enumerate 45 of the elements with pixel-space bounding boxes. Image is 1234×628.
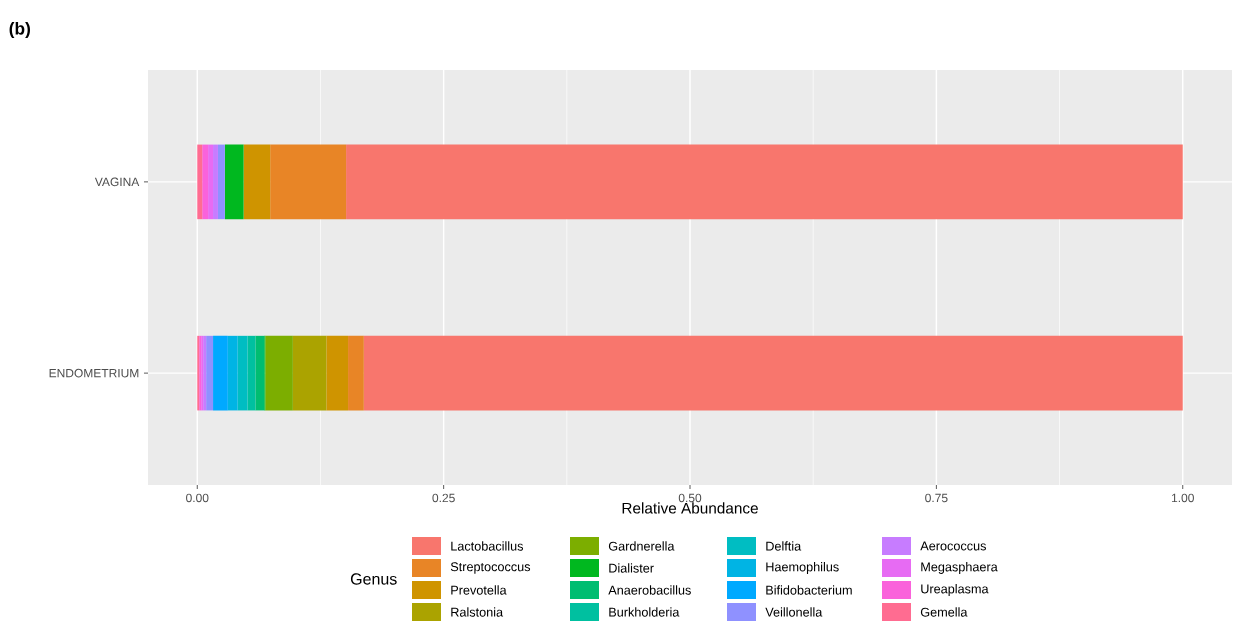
bar [243, 144, 271, 220]
bar [255, 335, 265, 411]
bar [363, 335, 1183, 411]
x-tick-label: 0.75 [925, 493, 948, 503]
legend-label: Streptococcus [450, 562, 531, 574]
bar [197, 144, 203, 220]
legend-label: Lactobacillus [451, 541, 524, 551]
legend-label: Ralstonia [451, 607, 504, 617]
bar [270, 144, 347, 220]
legend-label: Veillonella [765, 607, 823, 617]
bar [346, 144, 1183, 220]
bar [202, 144, 209, 220]
x-tick-label: 0.25 [432, 493, 455, 503]
chart-title: (b) [9, 21, 30, 39]
legend-label: Aerococcus [920, 541, 986, 551]
bar [217, 144, 225, 220]
bar [227, 335, 238, 411]
y-tick-label: ENDOMETRIUM [49, 368, 139, 378]
legend-label: Delftia [766, 541, 802, 551]
legend-label: Anaerobacillus [608, 585, 691, 595]
legend-label: Bifidobacterium [766, 585, 852, 595]
legend-label: Gardnerella [608, 541, 675, 551]
bar [224, 144, 244, 220]
bar [326, 335, 349, 411]
legend-title: Genus [350, 573, 397, 585]
legend-label: Dialister [609, 563, 654, 573]
bar [265, 335, 293, 411]
legend-label: Megasphaera [921, 562, 998, 574]
x-tick-label: 1.00 [1171, 493, 1194, 503]
bar [237, 335, 248, 411]
x-tick-label: 0.50 [678, 493, 702, 503]
x-axis-title: Relative Abundance [622, 502, 758, 514]
bar [206, 335, 214, 411]
bar [213, 144, 218, 220]
y-tick-label: VAGINA [94, 177, 140, 187]
x-tick-label: 0.00 [186, 493, 209, 503]
legend-label: Ureaplasma [921, 584, 989, 596]
bar [213, 335, 228, 411]
legend-label: Burkholderia [609, 607, 680, 617]
bar [348, 335, 364, 411]
legend-label: Gemella [920, 607, 968, 617]
legend-label: Haemophilus [766, 562, 839, 574]
bar [292, 335, 327, 411]
bar [208, 144, 214, 220]
legend-label: Prevotella [451, 585, 507, 595]
